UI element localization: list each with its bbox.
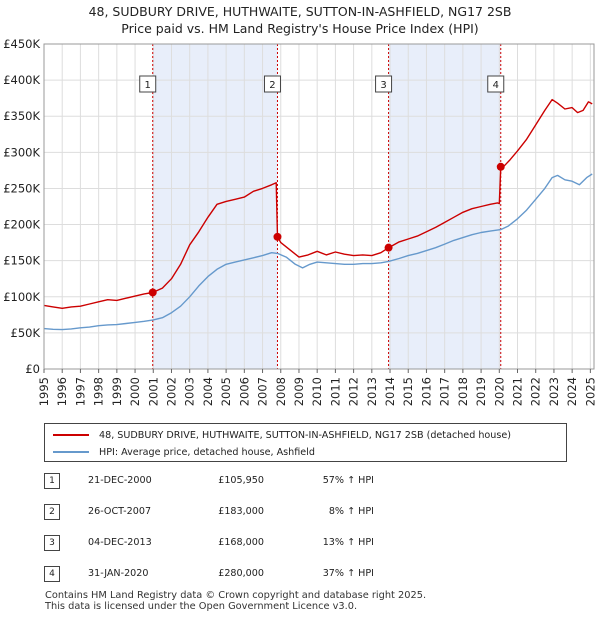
sale-date: 04-DEC-2013 [88,537,152,548]
x-tick-label: 2000 [128,377,142,406]
y-tick-label: £350K [3,109,40,123]
sale-label-number: 1 [145,80,151,91]
x-tick-label: 2005 [219,377,233,406]
x-tick-label: 2011 [328,377,342,406]
sale-point [496,162,505,171]
x-tick-label: 2020 [492,377,506,406]
footer-license: This data is licensed under the Open Gov… [45,601,358,612]
sale-label-box [263,75,281,93]
sale-point [384,243,393,252]
legend-label-property: 48, SUDBURY DRIVE, HUTHWAITE, SUTTON-IN-… [99,429,512,441]
chart-subtitle: Price paid vs. HM Land Registry's House … [121,21,479,36]
x-tick-label: 2013 [365,377,379,406]
sale-row: 4 31-JAN-2020 £280,000 37% ↑ HPI [44,566,564,582]
sale-label-number: 2 [269,80,275,91]
footer: Contains HM Land Registry data © Crown c… [45,590,426,612]
footer-copyright: Contains HM Land Registry data © Crown c… [45,590,427,601]
plot-border [43,43,595,370]
sale-price: £280,000 [218,568,264,579]
sale-hpi-change: 37% ↑ HPI [322,568,374,579]
y-tick-label: £400K [3,73,40,87]
x-tick-label: 2002 [164,377,178,406]
x-tick-label: 2006 [237,377,251,406]
x-tick-label: 2019 [474,377,488,406]
sale-label-box [487,75,505,93]
y-tick-label: £200K [3,218,40,232]
sale-hpi-change: 8% ↑ HPI [328,506,374,517]
x-tick-label: 2014 [383,377,397,406]
x-tick-label: 2007 [256,377,270,406]
sale-price: £183,000 [218,506,264,517]
legend-label-hpi: HPI: Average price, detached house, Ashf… [99,446,315,458]
x-tick-label: 2016 [419,377,433,406]
x-tick-label: 1995 [37,377,51,406]
sale-row: 1 21-DEC-2000 £105,950 57% ↑ HPI [44,473,564,489]
sale-label-box [375,75,393,93]
sale-label-number: 4 [493,80,499,91]
legend-item-property: 48, SUDBURY DRIVE, HUTHWAITE, SUTTON-IN-… [53,427,511,443]
sale-number-badge: 1 [44,473,60,489]
x-tick-label: 2023 [547,377,561,406]
sale-date: 26-OCT-2007 [88,506,152,517]
legend: 48, SUDBURY DRIVE, HUTHWAITE, SUTTON-IN-… [44,423,567,462]
y-tick-label: £450K [3,37,40,51]
price-chart: 1 2 3 4 £0 £50K £100K £150K £200K £250K £300K £350K… [3,37,597,406]
legend-item-hpi: HPI: Average price, detached house, Ashf… [53,444,315,460]
y-tick-label: £300K [3,145,40,159]
x-tick-label: 2010 [310,377,324,406]
x-tick-label: 1998 [92,377,106,406]
sale-number-badge: 2 [44,504,60,520]
sale-number-badge: 3 [44,535,60,551]
y-tick-label: £150K [3,254,40,268]
sale-number-badge: 4 [44,566,60,582]
sale-price: £105,950 [218,475,264,486]
sale-hpi-change: 13% ↑ HPI [322,537,374,548]
x-tick-label: 2009 [292,377,306,406]
legend-swatch-hpi [53,451,89,453]
x-tick-label: 1999 [110,377,124,406]
series-line [43,98,593,309]
x-tick-label: 1996 [55,377,69,406]
sale-hpi-change: 57% ↑ HPI [322,475,374,486]
x-tick-label: 2008 [274,377,288,406]
x-tick-label: 2012 [347,377,361,406]
sale-date: 21-DEC-2000 [88,475,152,486]
sale-row: 3 04-DEC-2013 £168,000 13% ↑ HPI [44,535,564,551]
y-tick-label: £100K [3,290,40,304]
y-tick-label: £250K [3,181,40,195]
x-tick-label: 2003 [183,377,197,406]
sale-row: 2 26-OCT-2007 £183,000 8% ↑ HPI [44,504,564,520]
x-tick-label: 2015 [401,377,415,406]
series-line [43,173,593,331]
x-tick-label: 2024 [565,377,579,406]
x-tick-label: 2001 [146,377,160,406]
x-tick-label: 2017 [438,377,452,406]
sale-point [148,288,157,297]
sale-label-number: 3 [380,80,386,91]
legend-swatch-property [53,434,89,436]
sale-date: 31-JAN-2020 [88,568,149,579]
x-tick-label: 2022 [529,377,543,406]
sale-label-box [139,75,157,93]
y-tick-label: £50K [11,326,41,340]
x-tick-label: 2025 [583,377,597,406]
x-tick-label: 2004 [201,377,215,406]
sale-point [273,232,282,241]
x-tick-label: 1997 [73,377,87,406]
x-tick-label: 2018 [456,377,470,406]
y-tick-label: £0 [25,362,40,376]
chart-title: 48, SUDBURY DRIVE, HUTHWAITE, SUTTON-IN-… [88,4,512,19]
plot-area [44,44,594,369]
x-tick-label: 2021 [511,377,525,406]
sale-price: £168,000 [218,537,264,548]
